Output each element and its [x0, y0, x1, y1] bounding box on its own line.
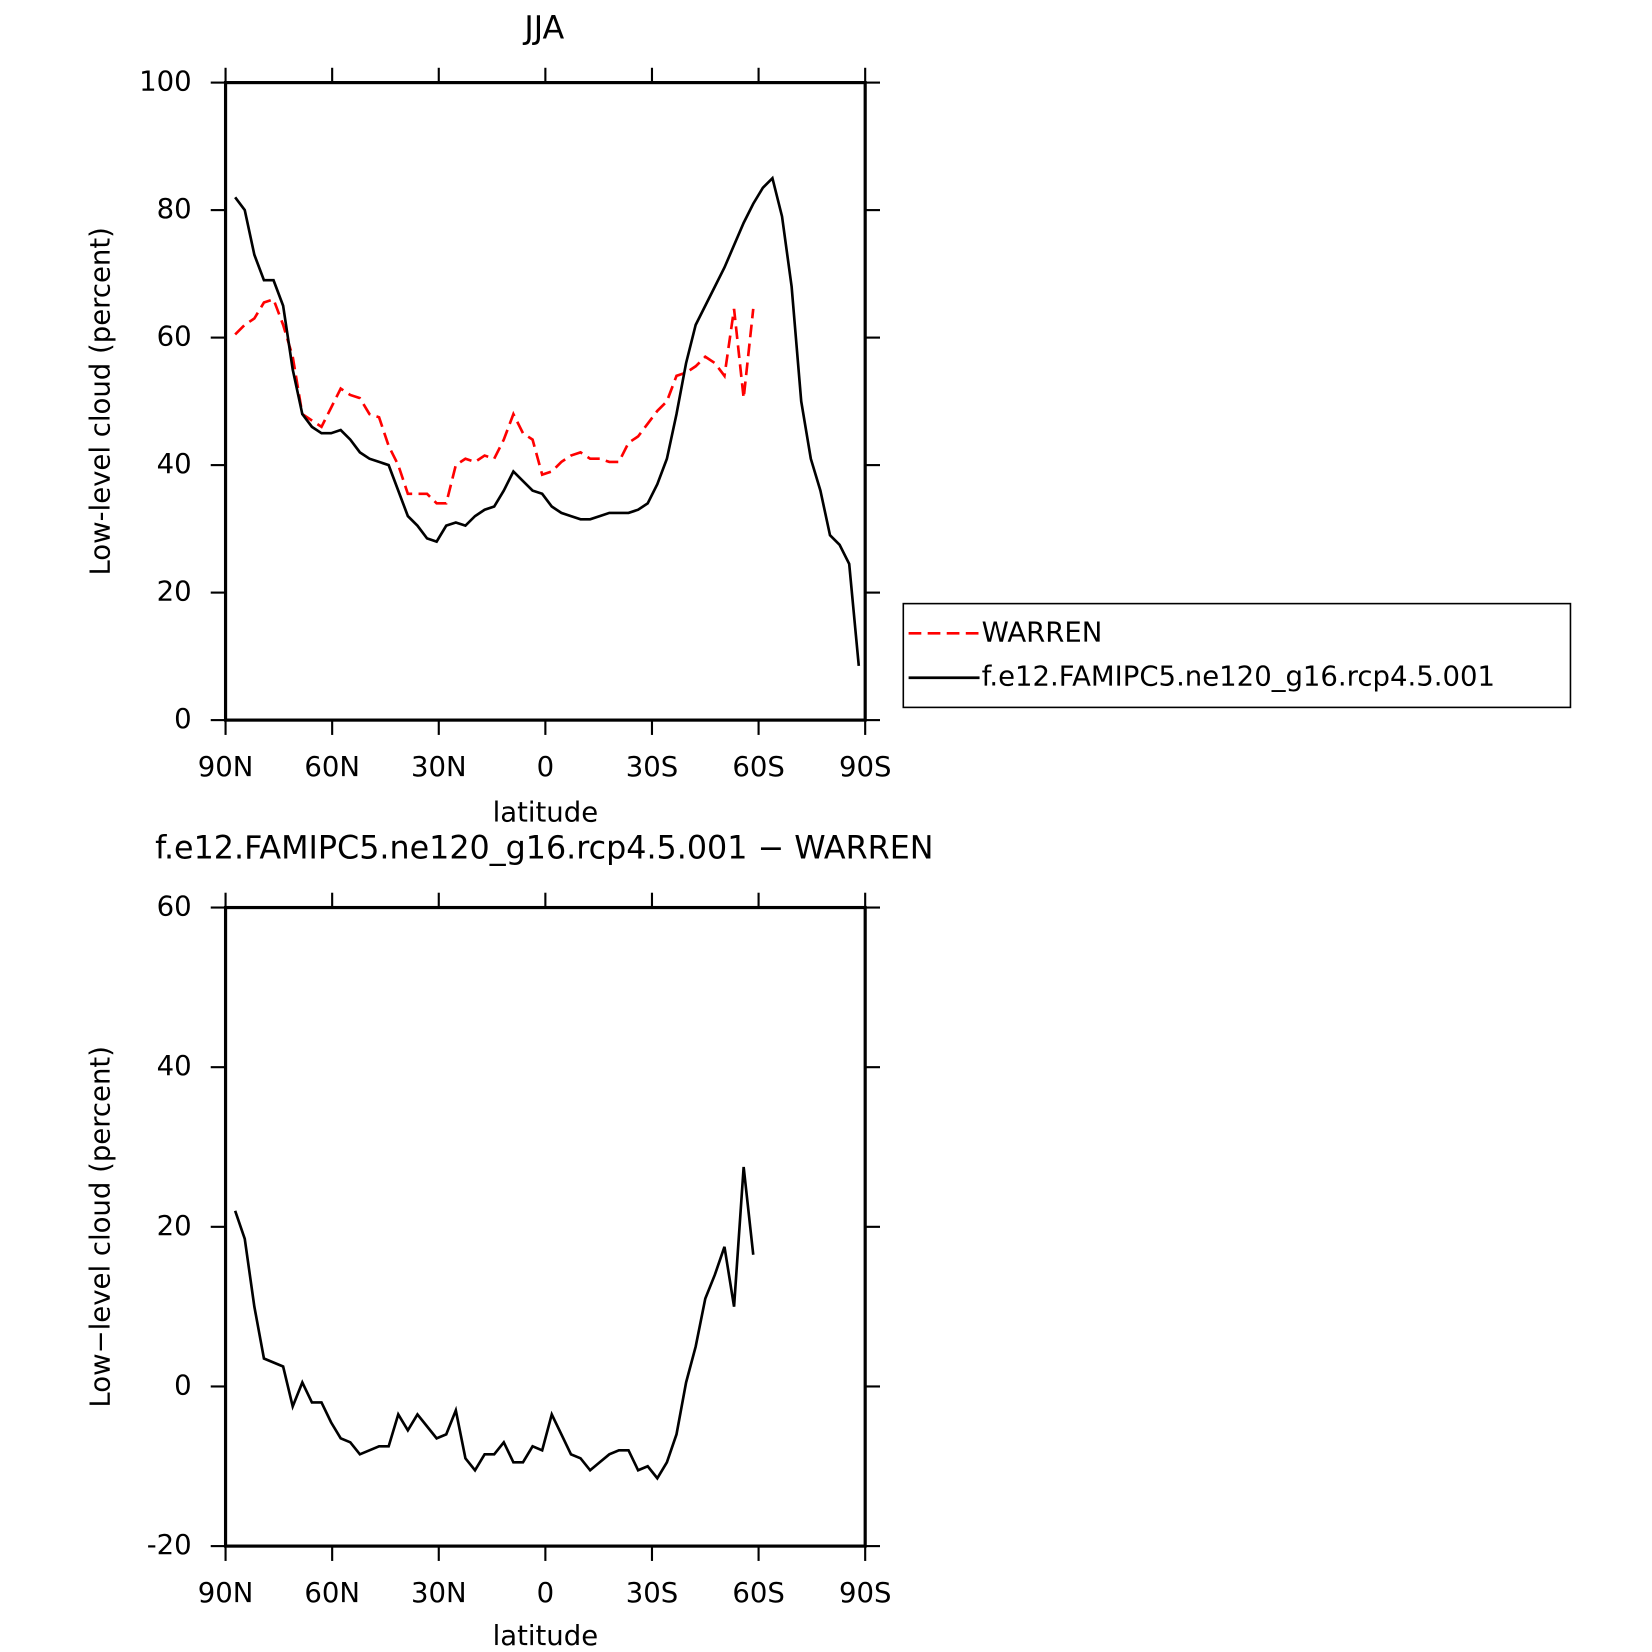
x-tick-label: 60N: [304, 751, 360, 783]
chart-title: f.e12.FAMIPC5.ne120_g16.rcp4.5.001 − WAR…: [155, 830, 933, 866]
x-axis-label: latitude: [493, 796, 599, 828]
x-tick-label: 30N: [411, 1577, 467, 1609]
x-tick-label: 0: [537, 1577, 555, 1609]
x-tick-label: 60S: [732, 1577, 784, 1609]
x-tick-label: 30N: [411, 751, 467, 783]
x-tick-label: 90N: [198, 1577, 254, 1609]
y-tick-label: 60: [157, 891, 192, 923]
y-tick-label: 40: [157, 448, 192, 480]
x-tick-label: 60S: [732, 751, 784, 783]
y-tick-label: 20: [157, 1210, 192, 1242]
plot-frame: [223, 81, 867, 722]
y-tick-label: -20: [147, 1529, 192, 1561]
x-tick-label: 90N: [198, 751, 254, 783]
legend-box: [902, 602, 1572, 709]
x-tick-label: 90S: [839, 1577, 891, 1609]
x-tick-label: 90S: [839, 751, 891, 783]
y-tick-label: 20: [157, 576, 192, 608]
y-tick-label: 100: [139, 66, 192, 98]
data-line: [234, 297, 755, 505]
y-tick-label: 0: [174, 1369, 192, 1401]
y-axis-label: Low-level cloud (percent): [85, 227, 117, 575]
data-line: [234, 175, 861, 667]
chart-title: JJA: [522, 11, 564, 47]
y-tick-label: 80: [157, 193, 192, 225]
x-tick-label: 60N: [304, 1577, 360, 1609]
data-line: [233, 1166, 755, 1481]
legend-label: WARREN: [982, 616, 1103, 648]
y-tick-label: 0: [174, 703, 192, 735]
y-tick-label: 60: [157, 321, 192, 353]
y-axis-label: Low−level cloud (percent): [85, 1046, 117, 1408]
x-tick-label: 30S: [626, 1577, 678, 1609]
legend-label: f.e12.FAMIPC5.ne120_g16.rcp4.5.001: [982, 661, 1495, 693]
x-tick-label: 30S: [626, 751, 678, 783]
x-tick-label: 0: [537, 751, 555, 783]
x-axis-label: latitude: [493, 1620, 599, 1652]
plot-frame: [223, 905, 867, 1548]
y-tick-label: 40: [157, 1050, 192, 1082]
